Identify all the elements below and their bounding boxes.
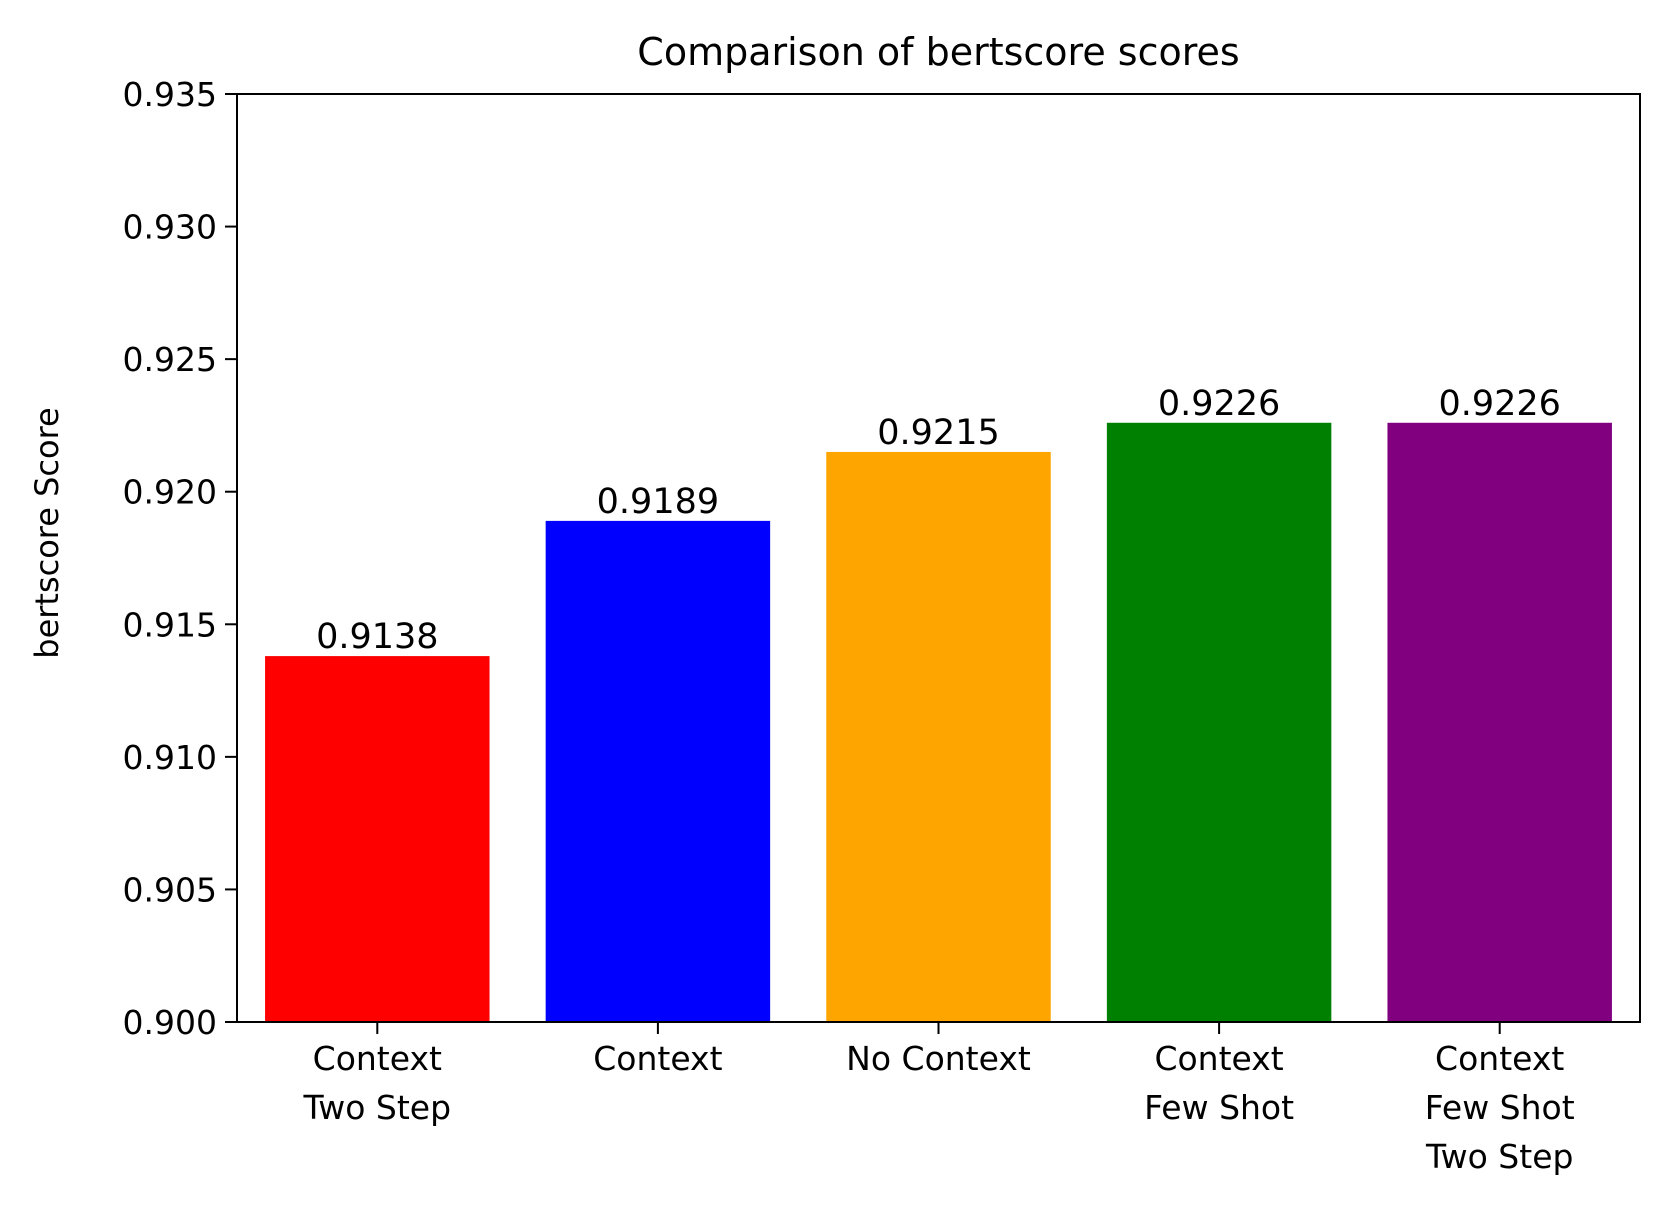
y-axis-label: bertscore Score bbox=[28, 407, 66, 658]
y-tick-label: 0.930 bbox=[123, 208, 217, 247]
bar bbox=[1387, 422, 1612, 1023]
y-tick-label: 0.900 bbox=[123, 1003, 217, 1042]
y-tick-label: 0.910 bbox=[123, 738, 217, 777]
y-tick-label: 0.935 bbox=[123, 75, 217, 114]
y-tick-label: 0.915 bbox=[123, 605, 217, 644]
x-tick-label: No Context bbox=[846, 1039, 1031, 1078]
plot-area: 0.9138 0.9189 0.9215 0.9226 0.9226 0.900 0.905… bbox=[123, 75, 1641, 1176]
x-tick-label: Context bbox=[593, 1039, 722, 1078]
bar-value-label: 0.9138 bbox=[316, 617, 438, 657]
y-tick-label: 0.925 bbox=[123, 340, 217, 379]
y-tick-label: 0.920 bbox=[123, 473, 217, 512]
bar bbox=[1106, 422, 1332, 1023]
bar bbox=[826, 451, 1051, 1022]
bar-value-label: 0.9189 bbox=[597, 482, 719, 522]
bar-value-label: 0.9226 bbox=[1158, 384, 1280, 424]
x-tick-label: Context Few Shot bbox=[1144, 1039, 1294, 1127]
y-tick-label: 0.905 bbox=[123, 870, 217, 909]
bar-value-label: 0.9226 bbox=[1438, 384, 1560, 424]
x-tick-label: Context Two Step bbox=[303, 1039, 452, 1127]
x-tick-label: Context Few Shot Two Step bbox=[1425, 1039, 1575, 1176]
bar bbox=[545, 520, 771, 1022]
chart-title: Comparison of bertscore scores bbox=[637, 30, 1239, 74]
bar bbox=[265, 656, 490, 1022]
bar-value-label: 0.9215 bbox=[877, 413, 999, 453]
